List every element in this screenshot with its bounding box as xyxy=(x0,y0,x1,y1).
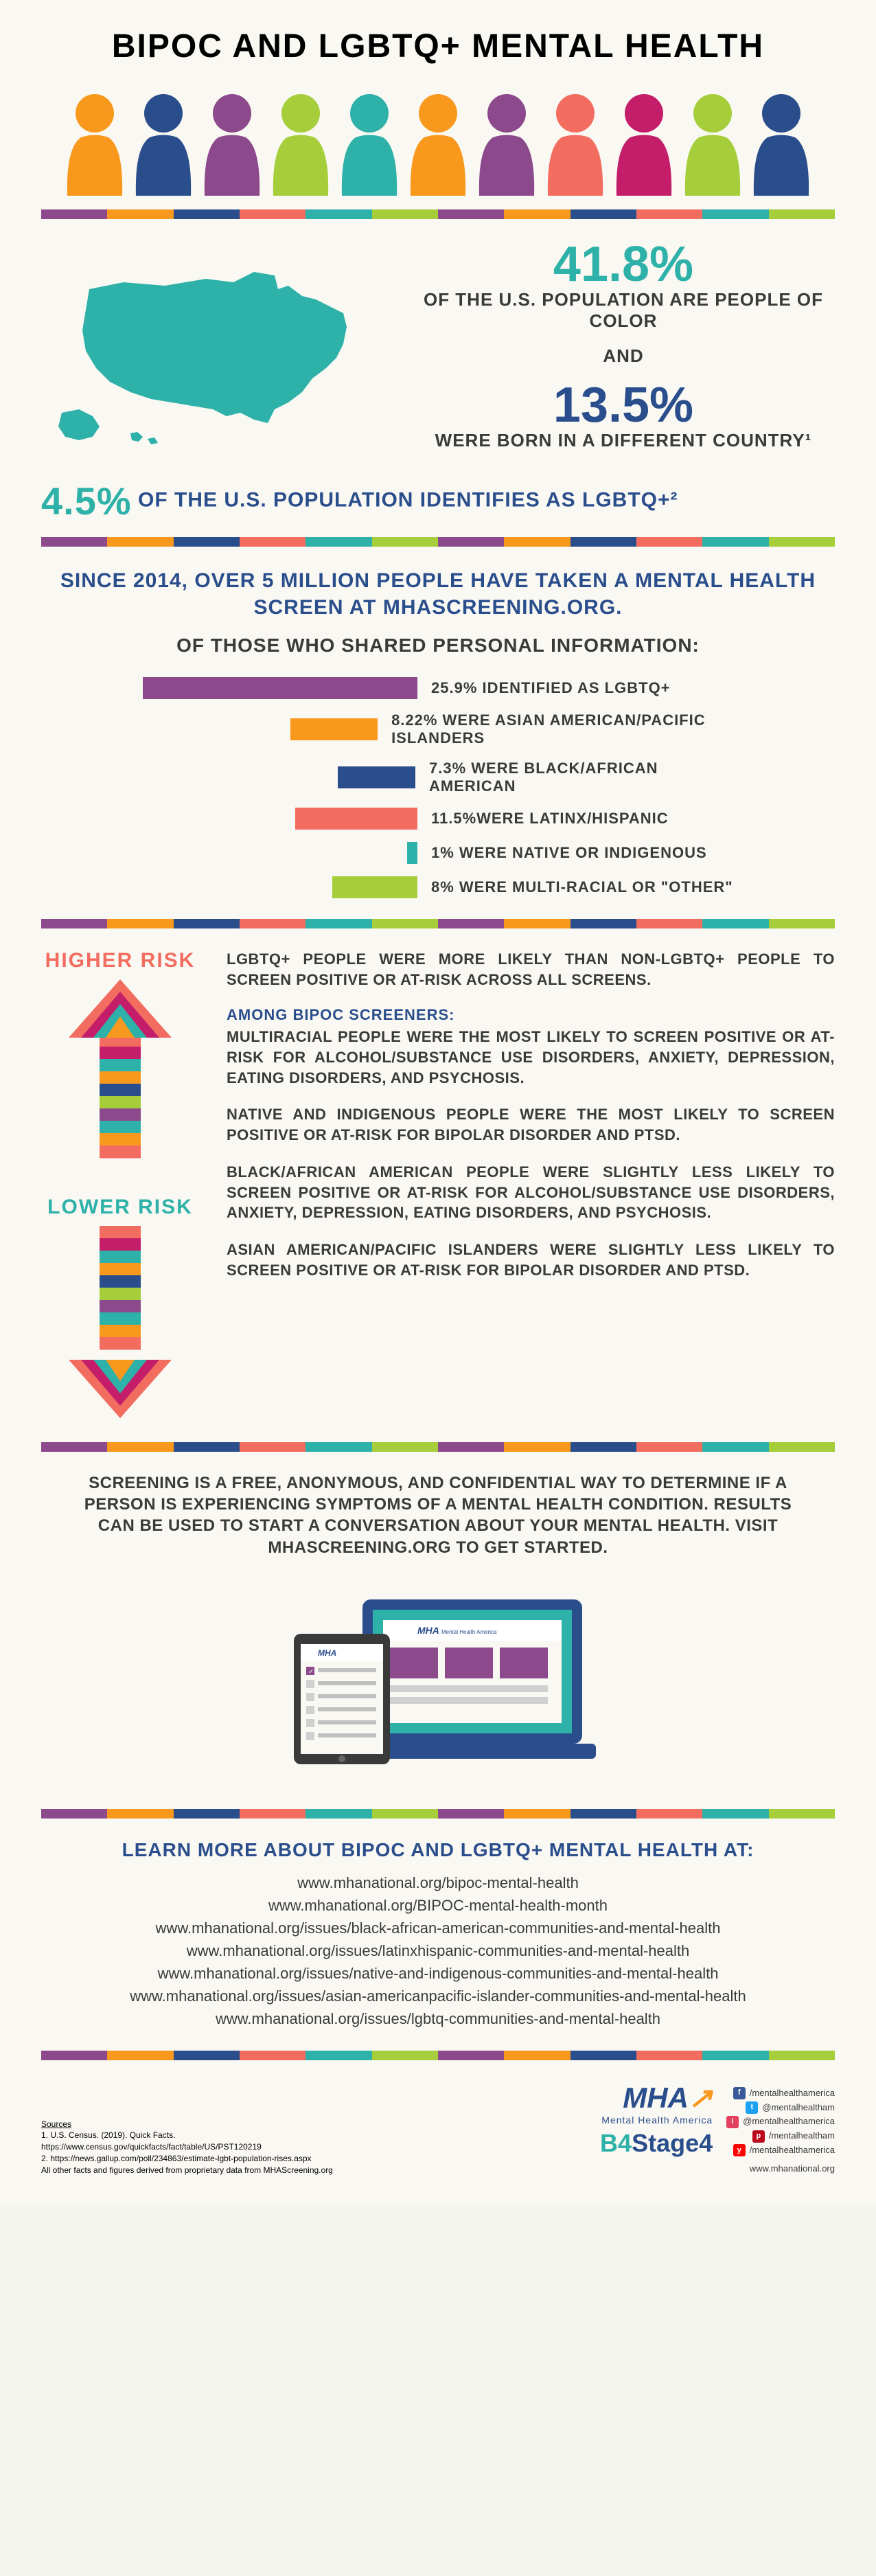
lgbtq-pct: 4.5% xyxy=(41,479,132,523)
people-silhouettes xyxy=(41,79,835,196)
bar xyxy=(290,718,378,740)
bar-label: 7.3% WERE BLACK/AFRICAN AMERICAN xyxy=(429,760,747,795)
bar-label: 8% WERE MULTI-RACIAL OR "OTHER" xyxy=(431,878,733,896)
bar-row: 11.5%WERE LATINX/HISPANIC xyxy=(129,808,747,830)
source-line: 2. https://news.gallup.com/poll/234863/e… xyxy=(41,2153,384,2165)
bar xyxy=(143,677,417,699)
source-line: 1. U.S. Census. (2019). Quick Facts. htt… xyxy=(41,2130,384,2153)
bar-row: 8% WERE MULTI-RACIAL OR "OTHER" xyxy=(129,876,747,898)
social-handle: @mentalhealtham xyxy=(762,2101,835,2115)
bar-label: 1% WERE NATIVE OR INDIGENOUS xyxy=(431,844,707,862)
svg-text:Mental Health America: Mental Health America xyxy=(441,1629,497,1635)
lower-risk-label: LOWER RISK xyxy=(41,1196,199,1219)
social-icon: i xyxy=(726,2116,739,2128)
bar-row: 7.3% WERE BLACK/AFRICAN AMERICAN xyxy=(129,760,747,795)
risk-sub: AMONG BIPOC SCREENERS: xyxy=(227,1006,835,1024)
b4stage4-logo: B4Stage4 xyxy=(600,2129,713,2158)
rainbow-divider-5 xyxy=(41,1809,835,1819)
risk-p3: NATIVE AND INDIGENOUS PEOPLE WERE THE MO… xyxy=(227,1104,835,1145)
resource-link[interactable]: www.mhanational.org/bipoc-mental-health xyxy=(41,1871,835,1894)
resource-link[interactable]: www.mhanational.org/issues/asian-america… xyxy=(41,1985,835,2007)
risk-section: HIGHER RISK LOWER RISK LGBTQ+ PEOPLE WER… xyxy=(41,949,835,1422)
bar-label: 25.9% IDENTIFIED AS LGBTQ+ xyxy=(431,679,671,697)
stat-foreign-pct: 13.5% xyxy=(412,380,835,430)
social-handle: /mentalhealtham xyxy=(769,2129,835,2143)
risk-p1: LGBTQ+ PEOPLE WERE MORE LIKELY THAN NON-… xyxy=(227,949,835,990)
stat-poc-pct: 41.8% xyxy=(412,240,835,289)
bar-label: 11.5%WERE LATINX/HISPANIC xyxy=(431,810,669,828)
bar xyxy=(338,766,415,788)
bar-row: 1% WERE NATIVE OR INDIGENOUS xyxy=(129,842,747,864)
social-handle: /mentalhealthamerica xyxy=(750,2143,835,2158)
social-icon: f xyxy=(733,2087,746,2099)
infographic-title: BIPOC AND LGBTQ+ MENTAL HEALTH xyxy=(41,27,835,65)
sources-title: Sources xyxy=(41,2119,384,2130)
social-row[interactable]: y/mentalhealthamerica xyxy=(726,2143,835,2158)
screening-sub: OF THOSE WHO SHARED PERSONAL INFORMATION… xyxy=(41,635,835,657)
resource-link[interactable]: www.mhanational.org/BIPOC-mental-health-… xyxy=(41,1894,835,1917)
population-stats-section: 41.8% OF THE U.S. POPULATION ARE PEOPLE … xyxy=(41,240,835,465)
footer-url[interactable]: www.mhanational.org xyxy=(726,2162,835,2176)
risk-p5: ASIAN AMERICAN/PACIFIC ISLANDERS WERE SL… xyxy=(227,1240,835,1280)
footer-logos: MHA↗ Mental Health America B4Stage4 f/me… xyxy=(600,2081,835,2176)
bar-label: 8.22% WERE ASIAN AMERICAN/PACIFIC ISLAND… xyxy=(391,711,747,747)
demographics-bar-chart: 25.9% IDENTIFIED AS LGBTQ+ 8.22% WERE AS… xyxy=(129,677,747,898)
devices-graphic: MHA Mental Health America MHA ✓ xyxy=(41,1579,835,1788)
bar xyxy=(407,842,417,864)
us-map xyxy=(41,248,384,457)
sources: Sources 1. U.S. Census. (2019). Quick Fa… xyxy=(41,2119,384,2176)
bar-row: 25.9% IDENTIFIED AS LGBTQ+ xyxy=(129,677,747,699)
bar-row: 8.22% WERE ASIAN AMERICAN/PACIFIC ISLAND… xyxy=(129,711,747,747)
social-row[interactable]: t @mentalhealtham xyxy=(726,2101,835,2115)
resource-link[interactable]: www.mhanational.org/issues/lgbtq-communi… xyxy=(41,2007,835,2030)
and-text: AND xyxy=(412,345,835,367)
link-list: www.mhanational.org/bipoc-mental-healthw… xyxy=(41,1871,835,2030)
rainbow-divider-6 xyxy=(41,2051,835,2060)
bar xyxy=(332,876,417,898)
social-links: f/mentalhealthamericat@mentalhealthami@m… xyxy=(726,2086,835,2176)
higher-risk-label: HIGHER RISK xyxy=(41,949,199,972)
lgbtq-stat-line: 4.5% OF THE U.S. POPULATION IDENTIFIES A… xyxy=(41,479,835,523)
risk-p4: BLACK/AFRICAN AMERICAN PEOPLE WERE SLIGH… xyxy=(227,1162,835,1223)
svg-text:✓: ✓ xyxy=(308,1668,314,1676)
resource-link[interactable]: www.mhanational.org/issues/black-african… xyxy=(41,1917,835,1939)
footer: Sources 1. U.S. Census. (2019). Quick Fa… xyxy=(41,2081,835,2176)
svg-text:MHA: MHA xyxy=(318,1648,336,1658)
social-row[interactable]: f/mentalhealthamerica xyxy=(726,2086,835,2101)
stat-foreign-desc: WERE BORN IN A DIFFERENT COUNTRY¹ xyxy=(412,430,835,451)
resource-link[interactable]: www.mhanational.org/issues/native-and-in… xyxy=(41,1962,835,1985)
svg-text:MHA: MHA xyxy=(417,1625,439,1636)
stat-poc-desc: OF THE U.S. POPULATION ARE PEOPLE OF COL… xyxy=(412,289,835,332)
rainbow-divider-3 xyxy=(41,919,835,928)
risk-p2: MULTIRACIAL PEOPLE WERE THE MOST LIKELY … xyxy=(227,1027,835,1088)
lgbtq-desc: OF THE U.S. POPULATION IDENTIFIES AS LGB… xyxy=(138,488,678,511)
arrow-up-icon xyxy=(65,979,175,1172)
rainbow-divider-2 xyxy=(41,537,835,547)
social-handle: /mentalhealthamerica xyxy=(750,2086,835,2101)
arrow-down-icon xyxy=(65,1226,175,1418)
social-handle: @mentalhealthamerica xyxy=(743,2115,835,2129)
resource-link[interactable]: www.mhanational.org/issues/latinxhispani… xyxy=(41,1939,835,1962)
social-icon: y xyxy=(733,2144,746,2156)
social-row[interactable]: p/mentalhealtham xyxy=(726,2129,835,2143)
mha-logo: MHA↗ xyxy=(600,2081,713,2115)
social-row[interactable]: i @mentalhealthamerica xyxy=(726,2115,835,2129)
social-icon: p xyxy=(752,2130,765,2143)
screening-cta: SCREENING IS A FREE, ANONYMOUS, AND CONF… xyxy=(69,1472,807,1558)
mha-logo-sub: Mental Health America xyxy=(600,2115,713,2125)
rainbow-divider-1 xyxy=(41,209,835,219)
rainbow-divider-4 xyxy=(41,1442,835,1452)
bar xyxy=(295,808,417,830)
social-icon: t xyxy=(746,2101,758,2114)
screening-intro: SINCE 2014, OVER 5 MILLION PEOPLE HAVE T… xyxy=(41,567,835,621)
source-line: All other facts and figures derived from… xyxy=(41,2165,384,2176)
learn-more-heading: LEARN MORE ABOUT BIPOC AND LGBTQ+ MENTAL… xyxy=(41,1839,835,1861)
